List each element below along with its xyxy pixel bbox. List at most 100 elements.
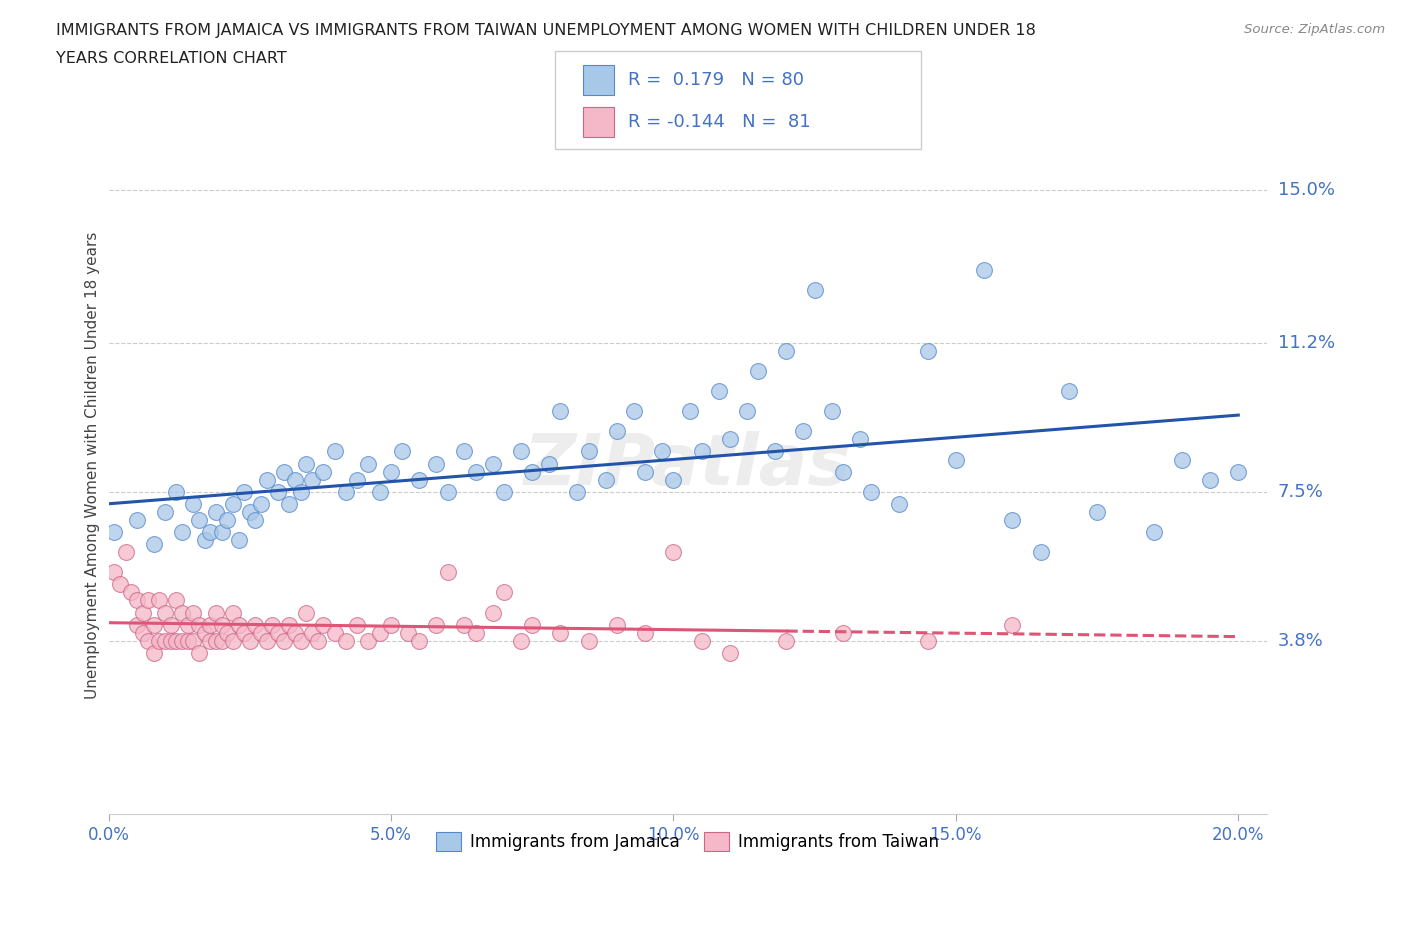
Point (103, 565, 125, 579)
Point (464, 464, 486, 479)
Point (295, 456, 318, 471)
Point (453, 618, 475, 632)
Legend: Immigrants from Jamaica, Immigrants from Taiwan: Immigrants from Jamaica, Immigrants from… (430, 826, 945, 857)
Point (183, 605, 205, 620)
Point (165, 593, 187, 608)
Point (481, 605, 503, 620)
Point (368, 625, 391, 640)
Point (707, 384, 730, 399)
Y-axis label: Unemployment Among Women with Children Under 18 years: Unemployment Among Women with Children U… (86, 232, 100, 699)
Point (108, 577, 131, 591)
Point (408, 633, 430, 648)
Point (945, 452, 967, 467)
Point (1001, 618, 1024, 632)
Point (200, 525, 222, 539)
Point (595, 472, 617, 487)
Point (690, 444, 713, 458)
Point (832, 625, 855, 640)
Point (803, 283, 825, 298)
Point (125, 593, 148, 608)
Point (153, 633, 176, 648)
Point (200, 618, 222, 632)
Point (222, 497, 245, 512)
Point (718, 432, 741, 446)
Point (295, 605, 318, 620)
Point (346, 618, 368, 632)
Point (205, 504, 228, 519)
Point (1199, 472, 1222, 487)
Point (606, 618, 628, 632)
Point (917, 343, 939, 358)
Point (889, 497, 911, 512)
Point (606, 424, 628, 439)
Point (301, 472, 323, 487)
Point (205, 605, 228, 620)
Point (775, 343, 797, 358)
Point (125, 512, 148, 527)
Point (142, 537, 165, 551)
Point (233, 485, 256, 499)
Point (425, 618, 447, 632)
Point (148, 633, 170, 648)
Point (323, 444, 346, 458)
Point (278, 497, 301, 512)
Point (623, 404, 645, 418)
Point (578, 444, 600, 458)
Point (200, 633, 222, 648)
Text: R =  0.179   N = 80: R = 0.179 N = 80 (628, 71, 804, 89)
Point (278, 618, 301, 632)
Point (380, 618, 402, 632)
Point (425, 456, 447, 471)
Point (245, 512, 267, 527)
Point (125, 618, 148, 632)
Point (775, 633, 797, 648)
Point (114, 545, 136, 560)
Point (301, 625, 323, 640)
Point (222, 605, 245, 620)
Text: 3.8%: 3.8% (1278, 631, 1323, 650)
Text: 11.2%: 11.2% (1278, 334, 1334, 352)
Point (436, 565, 458, 579)
Point (1085, 504, 1108, 519)
Point (188, 618, 211, 632)
Text: YEARS CORRELATION CHART: YEARS CORRELATION CHART (56, 51, 287, 66)
Point (170, 633, 193, 648)
Point (1171, 452, 1194, 467)
Point (183, 497, 205, 512)
Point (159, 618, 181, 632)
Point (747, 364, 769, 379)
Point (335, 633, 357, 648)
Point (183, 633, 205, 648)
Point (323, 625, 346, 640)
Point (368, 485, 391, 499)
Point (917, 633, 939, 648)
Point (679, 404, 702, 418)
Point (290, 485, 312, 499)
Point (120, 585, 142, 600)
Point (142, 645, 165, 660)
Point (103, 525, 125, 539)
Point (651, 444, 673, 458)
Point (217, 512, 239, 527)
Point (228, 533, 250, 548)
Point (662, 545, 685, 560)
Point (634, 464, 657, 479)
Point (211, 633, 233, 648)
Text: 15.0%: 15.0% (1278, 180, 1334, 199)
Point (408, 472, 430, 487)
Text: ZIPatlas: ZIPatlas (524, 432, 851, 500)
Point (357, 456, 380, 471)
Text: Source: ZipAtlas.com: Source: ZipAtlas.com (1244, 23, 1385, 36)
Point (578, 633, 600, 648)
Point (250, 625, 273, 640)
Point (763, 444, 786, 458)
Point (233, 625, 256, 640)
Point (188, 645, 211, 660)
Point (567, 485, 589, 499)
Point (273, 633, 295, 648)
Point (436, 485, 458, 499)
Point (228, 618, 250, 632)
Point (481, 456, 503, 471)
Point (256, 472, 278, 487)
Point (290, 633, 312, 648)
